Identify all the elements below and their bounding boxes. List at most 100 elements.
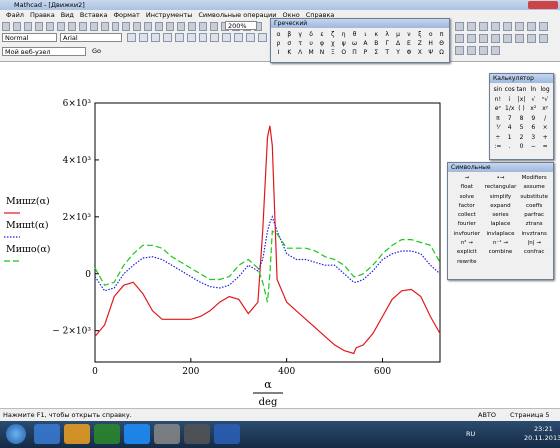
tool-icon[interactable] [467,34,476,43]
format-icon[interactable] [222,33,232,42]
palette-button[interactable]: η [341,31,346,38]
tool-icon[interactable] [23,22,32,31]
format-icon[interactable] [210,33,220,42]
tool-icon[interactable] [12,22,21,31]
palette-button[interactable]: series [492,212,509,219]
tool-icon[interactable] [515,22,524,31]
palette-button[interactable]: 0 [519,143,524,150]
palette-button[interactable]: + [542,133,548,141]
menu-item[interactable]: Формат [113,11,140,19]
tool-icon[interactable] [67,22,76,31]
palette-button[interactable]: ξ [418,31,422,38]
palette-button[interactable]: |x| [517,95,526,103]
palette-button[interactable]: 9 [531,114,536,122]
palette-button[interactable]: × [542,124,548,131]
palette-button[interactable]: Σ [374,49,379,56]
palette-button[interactable]: solve [459,193,475,200]
format-icon[interactable] [150,33,160,42]
palette-button[interactable]: Θ [439,40,444,47]
menu-item[interactable]: Справка [305,11,335,19]
palette-button[interactable]: μ [396,31,400,38]
tool-icon[interactable] [144,22,153,31]
palette-button[interactable]: invlaplace [486,230,515,237]
palette-button[interactable]: . [508,143,511,150]
palette-button[interactable]: 1/x [505,105,515,112]
menu-item[interactable]: Инструменты [145,11,193,19]
format-icon[interactable] [246,33,256,42]
tool-icon[interactable] [479,34,488,43]
tool-icon[interactable] [491,46,500,55]
palette-button[interactable]: → [464,175,470,181]
palette-button[interactable]: Τ [385,49,390,56]
palette-button[interactable]: expand [490,202,511,209]
tool-icon[interactable] [491,22,500,31]
palette-button[interactable]: υ [309,40,313,47]
palette-button[interactable]: β [287,31,292,38]
palette-button[interactable]: γ [298,31,302,38]
tool-icon[interactable] [539,22,548,31]
palette-button[interactable]: σ [287,40,292,47]
palette-button[interactable]: parfrac [524,212,545,219]
palette-button[interactable]: invfourier [453,230,481,237]
tool-icon[interactable] [166,22,175,31]
task-icon[interactable] [184,424,210,444]
palette-button[interactable]: coeffs [525,202,543,209]
tool-icon[interactable] [133,22,142,31]
tool-icon[interactable] [479,22,488,31]
palette-button[interactable]: τ [298,40,302,47]
palette-button[interactable]: / [544,114,547,122]
task-icon[interactable] [64,424,90,444]
tool-icon[interactable] [467,46,476,55]
palette-button[interactable]: θ [352,31,357,38]
menu-item[interactable]: Правка [29,11,55,19]
palette-button[interactable]: ι [364,31,367,38]
palette-button[interactable]: Κ [287,49,292,56]
palette-button[interactable]: ( ) [518,105,525,112]
palette-button[interactable]: float [460,184,473,191]
palette-button[interactable]: ⅟ [496,124,500,131]
palette-button[interactable]: Η [428,40,433,47]
tool-icon[interactable] [56,22,65,31]
format-icon[interactable] [162,33,172,42]
tool-icon[interactable] [188,22,197,31]
palette-button[interactable]: 8 [519,114,524,122]
palette-button[interactable]: − [530,143,536,150]
tool-icon[interactable] [111,22,120,31]
palette-button[interactable]: κ [374,31,379,38]
tool-icon[interactable] [2,22,10,31]
tool-icon[interactable] [527,22,536,31]
tool-icon[interactable] [34,22,43,31]
palette-button[interactable]: Β [374,40,379,47]
task-icon[interactable] [124,424,150,444]
palette-button[interactable]: combine [488,249,513,256]
tool-icon[interactable] [503,34,512,43]
window-controls[interactable] [528,1,558,9]
tool-icon[interactable] [199,22,208,31]
palette-button[interactable]: φ [319,40,324,47]
palette-button[interactable]: Χ [417,49,422,56]
palette-button[interactable]: confrac [523,249,545,256]
style-field[interactable]: Normal [2,33,57,42]
tool-icon[interactable] [122,22,131,31]
palette-button[interactable]: 3 [531,133,536,141]
palette-button[interactable]: π [439,31,444,38]
format-icon[interactable] [174,33,184,42]
palette-button[interactable]: ln [530,86,537,93]
palette-button[interactable]: Φ [406,49,412,56]
palette-button[interactable]: rectangular [484,184,517,191]
palette-button[interactable]: collect [457,212,476,219]
start-button[interactable] [6,424,26,444]
palette-button[interactable]: cos [504,86,515,93]
palette-button[interactable]: 5 [519,124,524,131]
tool-icon[interactable] [515,34,524,43]
palette-button[interactable]: := [494,143,502,150]
tool-icon[interactable] [455,22,464,31]
palette-button[interactable]: Λ [298,49,303,56]
palette-button[interactable]: λ [385,31,389,38]
palette-button[interactable]: assume [523,184,545,191]
menu-item[interactable]: Вставка [79,11,108,19]
palette-button[interactable]: 7 [507,114,512,122]
format-icon[interactable] [127,33,136,42]
tool-icon[interactable] [527,34,536,43]
palette-button[interactable]: 6 [531,124,536,131]
